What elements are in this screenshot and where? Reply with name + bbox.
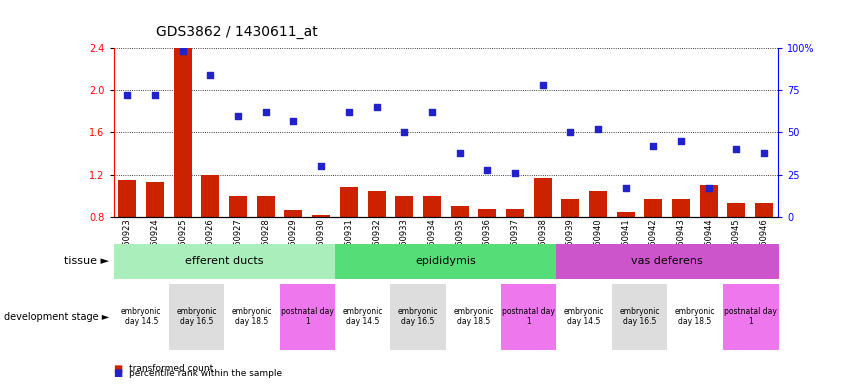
Text: embryonic
day 16.5: embryonic day 16.5: [398, 307, 438, 326]
Point: [480, 167, 494, 173]
Bar: [727, 203, 745, 217]
Bar: [534, 178, 552, 217]
Bar: [312, 215, 331, 217]
Bar: [119, 180, 136, 217]
Text: epididymis: epididymis: [415, 256, 476, 266]
Point: [370, 104, 383, 110]
Text: GDS3862 / 1430611_at: GDS3862 / 1430611_at: [156, 25, 317, 39]
Bar: [506, 209, 524, 217]
Point: [287, 118, 300, 124]
Bar: [202, 175, 220, 217]
Point: [536, 82, 549, 88]
Point: [563, 129, 577, 136]
Point: [452, 150, 466, 156]
Text: percentile rank within the sample: percentile rank within the sample: [129, 369, 282, 378]
Text: postnatal day
1: postnatal day 1: [502, 307, 555, 326]
Point: [231, 113, 245, 119]
Bar: [340, 187, 357, 217]
Point: [702, 185, 716, 191]
Text: embryonic
day 18.5: embryonic day 18.5: [453, 307, 494, 326]
Bar: [589, 190, 607, 217]
Point: [591, 126, 605, 132]
Bar: [672, 199, 690, 217]
Bar: [561, 199, 579, 217]
Bar: [616, 212, 635, 217]
Bar: [229, 196, 247, 217]
Text: embryonic
day 16.5: embryonic day 16.5: [619, 307, 659, 326]
Text: embryonic
day 14.5: embryonic day 14.5: [342, 307, 383, 326]
Text: embryonic
day 16.5: embryonic day 16.5: [177, 307, 217, 326]
Text: postnatal day
1: postnatal day 1: [724, 307, 777, 326]
Text: tissue ►: tissue ►: [64, 256, 109, 266]
Text: embryonic
day 14.5: embryonic day 14.5: [564, 307, 605, 326]
Point: [619, 185, 632, 191]
Text: ■: ■: [114, 368, 123, 378]
Bar: [146, 182, 164, 217]
Text: embryonic
day 18.5: embryonic day 18.5: [232, 307, 272, 326]
Text: embryonic
day 14.5: embryonic day 14.5: [121, 307, 161, 326]
Bar: [423, 196, 441, 217]
Text: embryonic
day 18.5: embryonic day 18.5: [674, 307, 715, 326]
Text: vas deferens: vas deferens: [632, 256, 703, 266]
Text: transformed count: transformed count: [129, 364, 213, 373]
Point: [120, 92, 134, 98]
Point: [398, 129, 411, 136]
Text: ■: ■: [114, 364, 123, 374]
Point: [259, 109, 272, 115]
Bar: [284, 210, 303, 217]
Bar: [368, 190, 385, 217]
Bar: [174, 48, 192, 217]
Bar: [479, 209, 496, 217]
Bar: [395, 196, 413, 217]
Point: [647, 143, 660, 149]
Text: efferent ducts: efferent ducts: [185, 256, 263, 266]
Bar: [755, 203, 773, 217]
Point: [730, 146, 743, 152]
Point: [508, 170, 521, 176]
Point: [204, 72, 217, 78]
Text: postnatal day
1: postnatal day 1: [281, 307, 334, 326]
Point: [758, 150, 771, 156]
Point: [342, 109, 356, 115]
Bar: [644, 199, 663, 217]
Point: [426, 109, 439, 115]
Point: [148, 92, 161, 98]
Point: [315, 163, 328, 169]
Bar: [451, 207, 468, 217]
Text: development stage ►: development stage ►: [4, 312, 109, 322]
Bar: [257, 196, 275, 217]
Point: [674, 138, 688, 144]
Point: [176, 48, 189, 55]
Bar: [700, 185, 717, 217]
